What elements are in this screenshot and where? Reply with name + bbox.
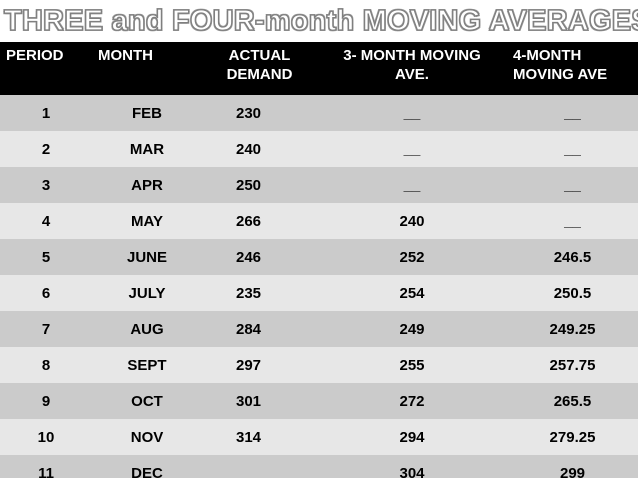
header-actual-line2: DEMAND — [226, 66, 293, 83]
cell-three-month-ave: 272 — [317, 383, 507, 419]
cell-month: APR — [92, 167, 202, 203]
header-three-month-moving-ave: 3- MONTH MOVING AVE. — [317, 42, 507, 95]
cell-three-month-ave: 304 — [317, 455, 507, 478]
cell-period: 9 — [0, 383, 92, 419]
cell-period: 3 — [0, 167, 92, 203]
cell-four-month-ave: __ — [507, 167, 638, 203]
page-title: THREE and FOUR-month MOVING AVERAGES — [3, 4, 638, 37]
header-actual-line1: ACTUAL — [228, 47, 291, 64]
cell-month: OCT — [92, 383, 202, 419]
cell-month: AUG — [92, 311, 202, 347]
header-four-line1: 4-MONTH — [513, 47, 582, 64]
header-row: PERIOD MONTH ACTUAL DEMAND 3- MONTH MOVI… — [0, 42, 638, 95]
cell-three-month-ave: __ — [317, 167, 507, 203]
cell-three-month-ave: 249 — [317, 311, 507, 347]
cell-month: MAR — [92, 131, 202, 167]
cell-actual-demand: 284 — [202, 311, 317, 347]
cell-three-month-ave: 255 — [317, 347, 507, 383]
header-three-line1: 3- MONTH MOVING — [343, 47, 481, 64]
cell-period: 5 — [0, 239, 92, 275]
header-month: MONTH — [92, 42, 202, 95]
cell-four-month-ave: 250.5 — [507, 275, 638, 311]
table-row: 6 JULY 235 254 250.5 — [0, 275, 638, 311]
cell-three-month-ave: 240 — [317, 203, 507, 239]
header-actual-demand: ACTUAL DEMAND — [202, 42, 317, 95]
cell-four-month-ave: 265.5 — [507, 383, 638, 419]
cell-month: FEB — [92, 95, 202, 131]
cell-month: JUNE — [92, 239, 202, 275]
header-four-line2: MOVING AVE — [513, 66, 608, 83]
cell-actual-demand: 301 — [202, 383, 317, 419]
cell-period: 2 — [0, 131, 92, 167]
cell-actual-demand: 297 — [202, 347, 317, 383]
cell-actual-demand: __ — [202, 455, 317, 478]
header-three-line2: AVE. — [395, 66, 429, 83]
header-four-month-moving-ave: 4-MONTH MOVING AVE — [507, 42, 638, 95]
cell-three-month-ave: 254 — [317, 275, 507, 311]
cell-four-month-ave: 299 — [507, 455, 638, 478]
table-header: PERIOD MONTH ACTUAL DEMAND 3- MONTH MOVI… — [0, 42, 638, 95]
cell-period: 7 — [0, 311, 92, 347]
cell-period: 6 — [0, 275, 92, 311]
cell-month: JULY — [92, 275, 202, 311]
moving-averages-table: PERIOD MONTH ACTUAL DEMAND 3- MONTH MOVI… — [0, 42, 638, 478]
table-body: 1 FEB 230 __ __ 2 MAR 240 __ __ 3 APR 250 __ __ 4 MAY 266… — [0, 95, 638, 478]
table-row: 11 DEC __ 304 299 — [0, 455, 638, 478]
cell-three-month-ave: 294 — [317, 419, 507, 455]
cell-four-month-ave: __ — [507, 131, 638, 167]
table-row: 8 SEPT 297 255 257.75 — [0, 347, 638, 383]
cell-actual-demand: 235 — [202, 275, 317, 311]
cell-period: 10 — [0, 419, 92, 455]
cell-period: 11 — [0, 455, 92, 478]
cell-actual-demand: 314 — [202, 419, 317, 455]
cell-month: DEC — [92, 455, 202, 478]
table-row: 1 FEB 230 __ __ — [0, 95, 638, 131]
cell-four-month-ave: 257.75 — [507, 347, 638, 383]
cell-period: 1 — [0, 95, 92, 131]
table-row: 2 MAR 240 __ __ — [0, 131, 638, 167]
cell-month: SEPT — [92, 347, 202, 383]
cell-actual-demand: 246 — [202, 239, 317, 275]
cell-four-month-ave: 279.25 — [507, 419, 638, 455]
cell-actual-demand: 250 — [202, 167, 317, 203]
cell-three-month-ave: __ — [317, 131, 507, 167]
cell-month: NOV — [92, 419, 202, 455]
table-row: 4 MAY 266 240 __ — [0, 203, 638, 239]
header-period: PERIOD — [0, 42, 92, 95]
cell-three-month-ave: 252 — [317, 239, 507, 275]
table-row: 5 JUNE 246 252 246.5 — [0, 239, 638, 275]
cell-actual-demand: 240 — [202, 131, 317, 167]
cell-four-month-ave: __ — [507, 95, 638, 131]
header-period-label: PERIOD — [6, 47, 64, 64]
cell-period: 4 — [0, 203, 92, 239]
table-row: 7 AUG 284 249 249.25 — [0, 311, 638, 347]
table-row: 10 NOV 314 294 279.25 — [0, 419, 638, 455]
title-bar: THREE and FOUR-month MOVING AVERAGES — [0, 0, 638, 42]
cell-four-month-ave: 246.5 — [507, 239, 638, 275]
cell-actual-demand: 230 — [202, 95, 317, 131]
cell-four-month-ave: __ — [507, 203, 638, 239]
cell-three-month-ave: __ — [317, 95, 507, 131]
cell-four-month-ave: 249.25 — [507, 311, 638, 347]
table-row: 3 APR 250 __ __ — [0, 167, 638, 203]
cell-actual-demand: 266 — [202, 203, 317, 239]
cell-month: MAY — [92, 203, 202, 239]
cell-period: 8 — [0, 347, 92, 383]
header-month-label: MONTH — [98, 47, 153, 64]
table-row: 9 OCT 301 272 265.5 — [0, 383, 638, 419]
